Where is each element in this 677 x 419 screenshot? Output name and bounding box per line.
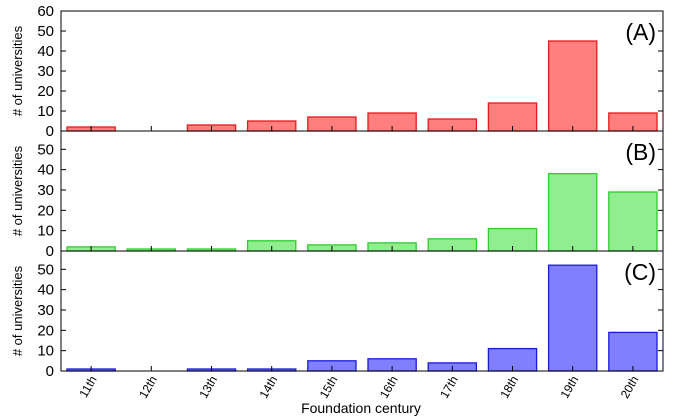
x-tick-label: 11th: [76, 374, 99, 400]
x-tick-label: 18th: [497, 374, 521, 401]
y-tick-label: 0: [46, 363, 54, 380]
y-tick-label: 50: [37, 23, 54, 40]
x-tick-label: 20th: [618, 374, 642, 401]
y-tick-label: 60: [37, 3, 54, 20]
x-tick-label: 12th: [136, 374, 160, 401]
y-tick-label: 0: [46, 123, 54, 140]
y-tick-label: 50: [37, 261, 54, 278]
bar-20th: [608, 331, 658, 372]
y-tick-label: 20: [37, 322, 54, 339]
y-tick-label: 10: [37, 223, 54, 240]
y-tick-label: 30: [37, 63, 54, 80]
panel-tag: (C): [624, 259, 656, 285]
panel-frame: [60, 250, 664, 372]
panel-tag: (A): [625, 19, 656, 45]
bar-19th: [547, 173, 598, 252]
panel-a: 0 10 20 30 40 50 60 # of universities (A): [10, 3, 664, 140]
y-tick-label: 40: [37, 162, 54, 179]
bar-19th: [547, 40, 598, 132]
y-axis-label: # of universities: [10, 265, 25, 356]
x-axis-label: Foundation century: [301, 400, 421, 416]
y-tick-label: 10: [37, 343, 54, 360]
y-tick-label: 20: [37, 83, 54, 100]
x-tick-label: 13th: [196, 374, 220, 401]
x-tick-label: 19th: [557, 374, 581, 401]
panel-b: 0 10 20 30 40 50 # of universities (B): [10, 130, 664, 260]
x-tick-label: 14th: [256, 374, 280, 401]
bar-19th: [547, 264, 598, 372]
y-axis-label: # of universities: [10, 25, 25, 116]
x-tick-label: 17th: [437, 374, 461, 401]
y-tick-label: 40: [37, 282, 54, 299]
bar-20th: [608, 191, 658, 252]
x-tick-label: 15th: [317, 374, 341, 401]
y-tick-label: 0: [46, 243, 54, 260]
y-tick-label: 30: [37, 182, 54, 199]
y-tick-label: 40: [37, 43, 54, 60]
panels: 0 10 20 30 40 50 60 # of universities (A) 0 10 20 30…: [10, 3, 664, 380]
y-tick-label: 50: [37, 141, 54, 158]
panel-c: 0 10 20 30 40 50 # of universities (C): [10, 250, 664, 380]
y-tick-label: 30: [37, 302, 54, 319]
panel-tag: (B): [625, 139, 656, 165]
y-tick-label: 20: [37, 202, 54, 219]
y-tick-label: 10: [37, 103, 54, 120]
y-axis-label: # of universities: [10, 145, 25, 236]
x-tick-label: 16th: [377, 374, 401, 401]
